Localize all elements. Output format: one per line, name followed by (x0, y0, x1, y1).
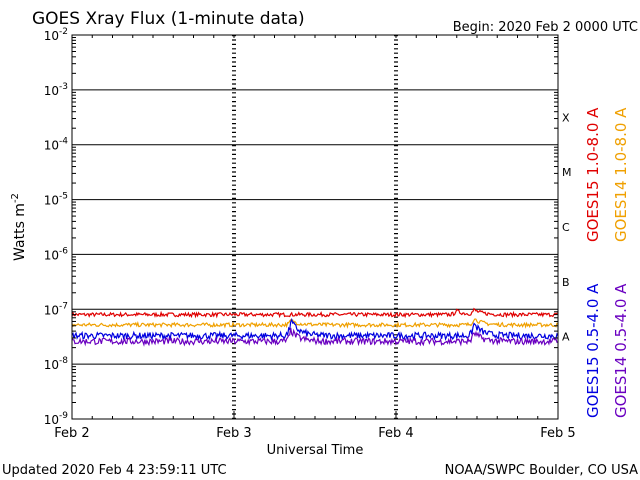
series-line (71, 318, 559, 329)
y-tick-label: 10-8 (44, 356, 69, 372)
y-tick-label: 10-7 (44, 301, 68, 317)
x-tick-label: Feb 4 (378, 426, 413, 441)
updated-timestamp: Updated 2020 Feb 4 23:59:11 UTC (2, 463, 227, 478)
flare-class-label: X (562, 111, 570, 124)
series-layer (71, 307, 559, 347)
plot-frame (71, 34, 559, 420)
x-tick-label: Feb 3 (216, 426, 251, 441)
begin-label: Begin: 2020 Feb 2 0000 UTC (453, 20, 638, 35)
flare-class-label: B (562, 276, 570, 289)
legend-entry: GOES14 1.0-8.0 A (612, 107, 630, 242)
flare-class-label: A (562, 331, 570, 344)
y-tick-label: 10-3 (44, 82, 68, 98)
legend-entry: GOES15 1.0-8.0 A (584, 107, 602, 242)
y-tick-label: 10-2 (44, 27, 68, 43)
legend-entry: GOES15 0.5-4.0 A (584, 283, 602, 418)
y-tick-label: 10-4 (44, 137, 69, 153)
flare-class-label: C (562, 221, 570, 234)
credit-label: NOAA/SWPC Boulder, CO USA (445, 463, 638, 478)
flare-class-label: M (562, 166, 572, 179)
plot-grid (72, 35, 558, 419)
y-axis-label: Watts m-2 (10, 193, 28, 261)
chart-title: GOES Xray Flux (1-minute data) (32, 9, 305, 29)
y-tick-label: 10-9 (44, 411, 69, 427)
y-tick-label: 10-6 (44, 246, 69, 262)
x-tick-label: Feb 5 (540, 426, 575, 441)
x-tick-label: Feb 2 (54, 426, 89, 441)
series-line (71, 327, 558, 347)
legend-entry: GOES14 0.5-4.0 A (612, 283, 630, 418)
series-line (71, 317, 559, 342)
axis-layer: Feb 2 Feb 3 Feb 4 Feb 5 10-9 10-8 10-7 10-6 10-5… (44, 27, 576, 441)
legend: GOES15 1.0-8.0 A GOES14 1.0-8.0 A GOES15 0… (584, 107, 630, 418)
y-tick-label: 10-5 (44, 192, 68, 208)
x-axis-label: Universal Time (267, 443, 364, 458)
series-line (71, 307, 558, 319)
